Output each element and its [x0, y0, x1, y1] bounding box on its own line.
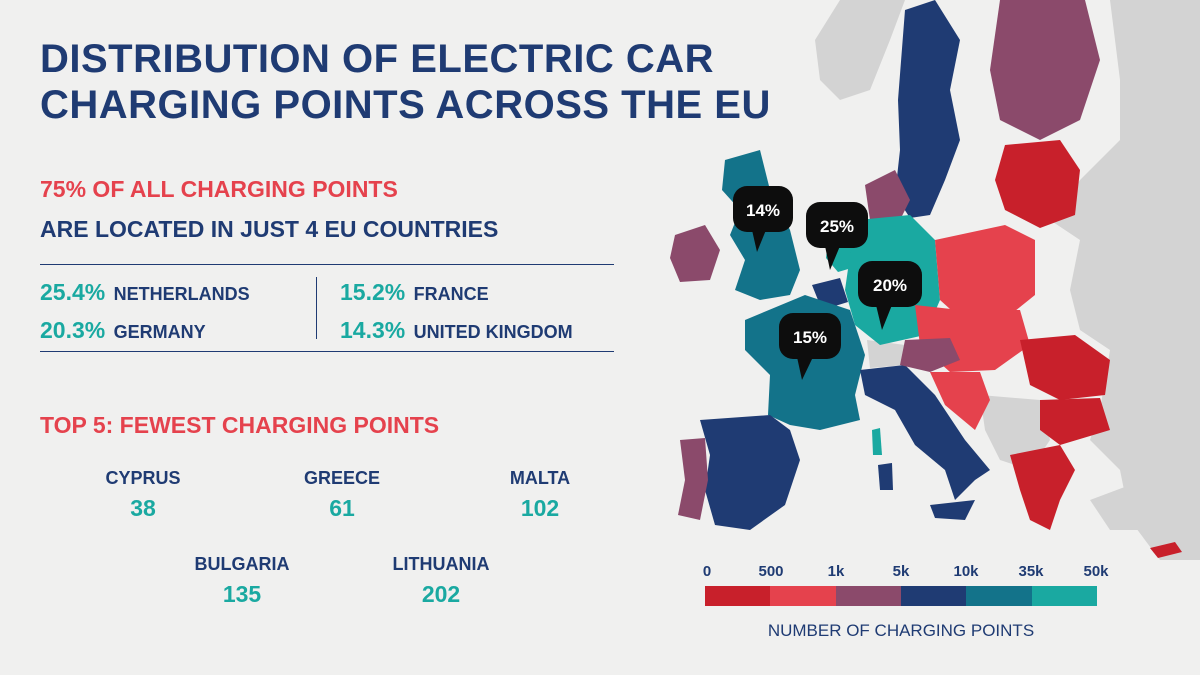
legend-color-bar — [705, 586, 1097, 606]
stat-germany: 20.3% GERMANY — [40, 317, 206, 344]
stat-percent: 25.4% — [40, 279, 106, 305]
headline-share: 75% OF ALL CHARGING POINTS — [40, 176, 398, 202]
greece-region — [1010, 445, 1075, 530]
sicily-region — [930, 500, 975, 520]
spain-region — [700, 415, 800, 530]
callout-netherlands-label: 25% — [820, 217, 854, 236]
cyprus-region — [1150, 542, 1182, 558]
legend-tick-0: 0 — [702, 563, 712, 580]
italy-region — [860, 365, 990, 500]
fewest-item-malta: MALTA 102 — [475, 468, 605, 522]
sweden-region — [895, 0, 960, 218]
europe-map: 14% 25% 20% 15% — [670, 0, 1200, 560]
fewest-item-lithuania: LITHUANIA 202 — [376, 554, 506, 608]
stat-country: UNITED KINGDOM — [413, 322, 573, 342]
portugal-region — [678, 438, 708, 520]
legend-swatch — [770, 586, 836, 606]
legend-tick-1k: 1k — [827, 563, 845, 580]
title-line-1: DISTRIBUTION OF ELECTRIC CAR — [40, 37, 714, 81]
legend-tick-500: 500 — [758, 563, 784, 580]
fewest-title: TOP 5: FEWEST CHARGING POINTS — [40, 412, 440, 438]
callout-netherlands: 25% — [806, 202, 868, 270]
fewest-value: 135 — [222, 581, 262, 607]
legend-tick-5k: 5k — [892, 563, 910, 580]
legend-swatch — [966, 586, 1032, 606]
austria-region — [900, 338, 960, 372]
fewest-item-greece: GREECE 61 — [277, 468, 407, 522]
fewest-value: 202 — [421, 581, 461, 607]
callout-france: 15% — [779, 313, 841, 380]
fewest-country: LITHUANIA — [392, 554, 490, 574]
fewest-value: 102 — [520, 495, 560, 521]
legend-tick-50k: 50k — [1083, 563, 1109, 580]
non-eu-land — [815, 0, 1200, 560]
stat-united-kingdom: 14.3% UNITED KINGDOM — [340, 317, 573, 344]
stat-france: 15.2% FRANCE — [340, 279, 489, 306]
denmark-region — [865, 170, 910, 230]
page-title: DISTRIBUTION OF ELECTRIC CAR CHARGING PO… — [40, 36, 771, 128]
stat-country: GERMANY — [113, 322, 206, 342]
fewest-item-cyprus: CYPRUS 38 — [78, 468, 208, 522]
legend-swatch — [705, 586, 771, 606]
stat-percent: 14.3% — [340, 317, 406, 343]
legend-tick-35k: 35k — [1018, 563, 1044, 580]
fewest-country: GREECE — [303, 468, 381, 488]
fewest-item-bulgaria: BULGARIA 135 — [177, 554, 307, 608]
romania-region — [1020, 335, 1110, 400]
callout-uk-label: 14% — [746, 201, 780, 220]
top-countries-panel: 25.4% NETHERLANDS 20.3% GERMANY 15.2% FR… — [40, 264, 614, 352]
finland-region — [990, 0, 1100, 140]
legend-swatch — [900, 586, 967, 606]
callout-france-label: 15% — [793, 328, 827, 347]
baltics-region — [995, 140, 1080, 228]
poland-region — [935, 225, 1035, 318]
sardinia-region — [878, 463, 893, 490]
stat-country: NETHERLANDS — [113, 284, 250, 304]
fewest-country: MALTA — [509, 468, 571, 488]
stats-divider — [316, 277, 317, 339]
fewest-country: CYPRUS — [105, 468, 181, 488]
callout-uk: 14% — [733, 186, 793, 252]
title-line-2: CHARGING POINTS ACROSS THE EU — [40, 83, 771, 127]
fewest-value: 61 — [329, 495, 355, 521]
ireland-region — [670, 225, 720, 282]
croatia-region — [930, 372, 990, 430]
legend-title: NUMBER OF CHARGING POINTS — [767, 621, 1035, 640]
legend-swatch — [835, 586, 901, 606]
headline-countries: ARE LOCATED IN JUST 4 EU COUNTRIES — [40, 216, 499, 242]
stat-country: FRANCE — [413, 284, 489, 304]
corsica-region — [872, 428, 882, 455]
stat-percent: 20.3% — [40, 317, 106, 343]
legend-swatch — [1031, 586, 1097, 606]
stat-percent: 15.2% — [340, 279, 406, 305]
callout-germany: 20% — [858, 261, 922, 330]
legend-tick-10k: 10k — [953, 563, 979, 580]
fewest-value: 38 — [130, 495, 156, 521]
callout-germany-label: 20% — [873, 276, 907, 295]
stat-netherlands: 25.4% NETHERLANDS — [40, 279, 250, 306]
fewest-country: BULGARIA — [194, 554, 290, 574]
bulgaria-region — [1040, 398, 1110, 445]
